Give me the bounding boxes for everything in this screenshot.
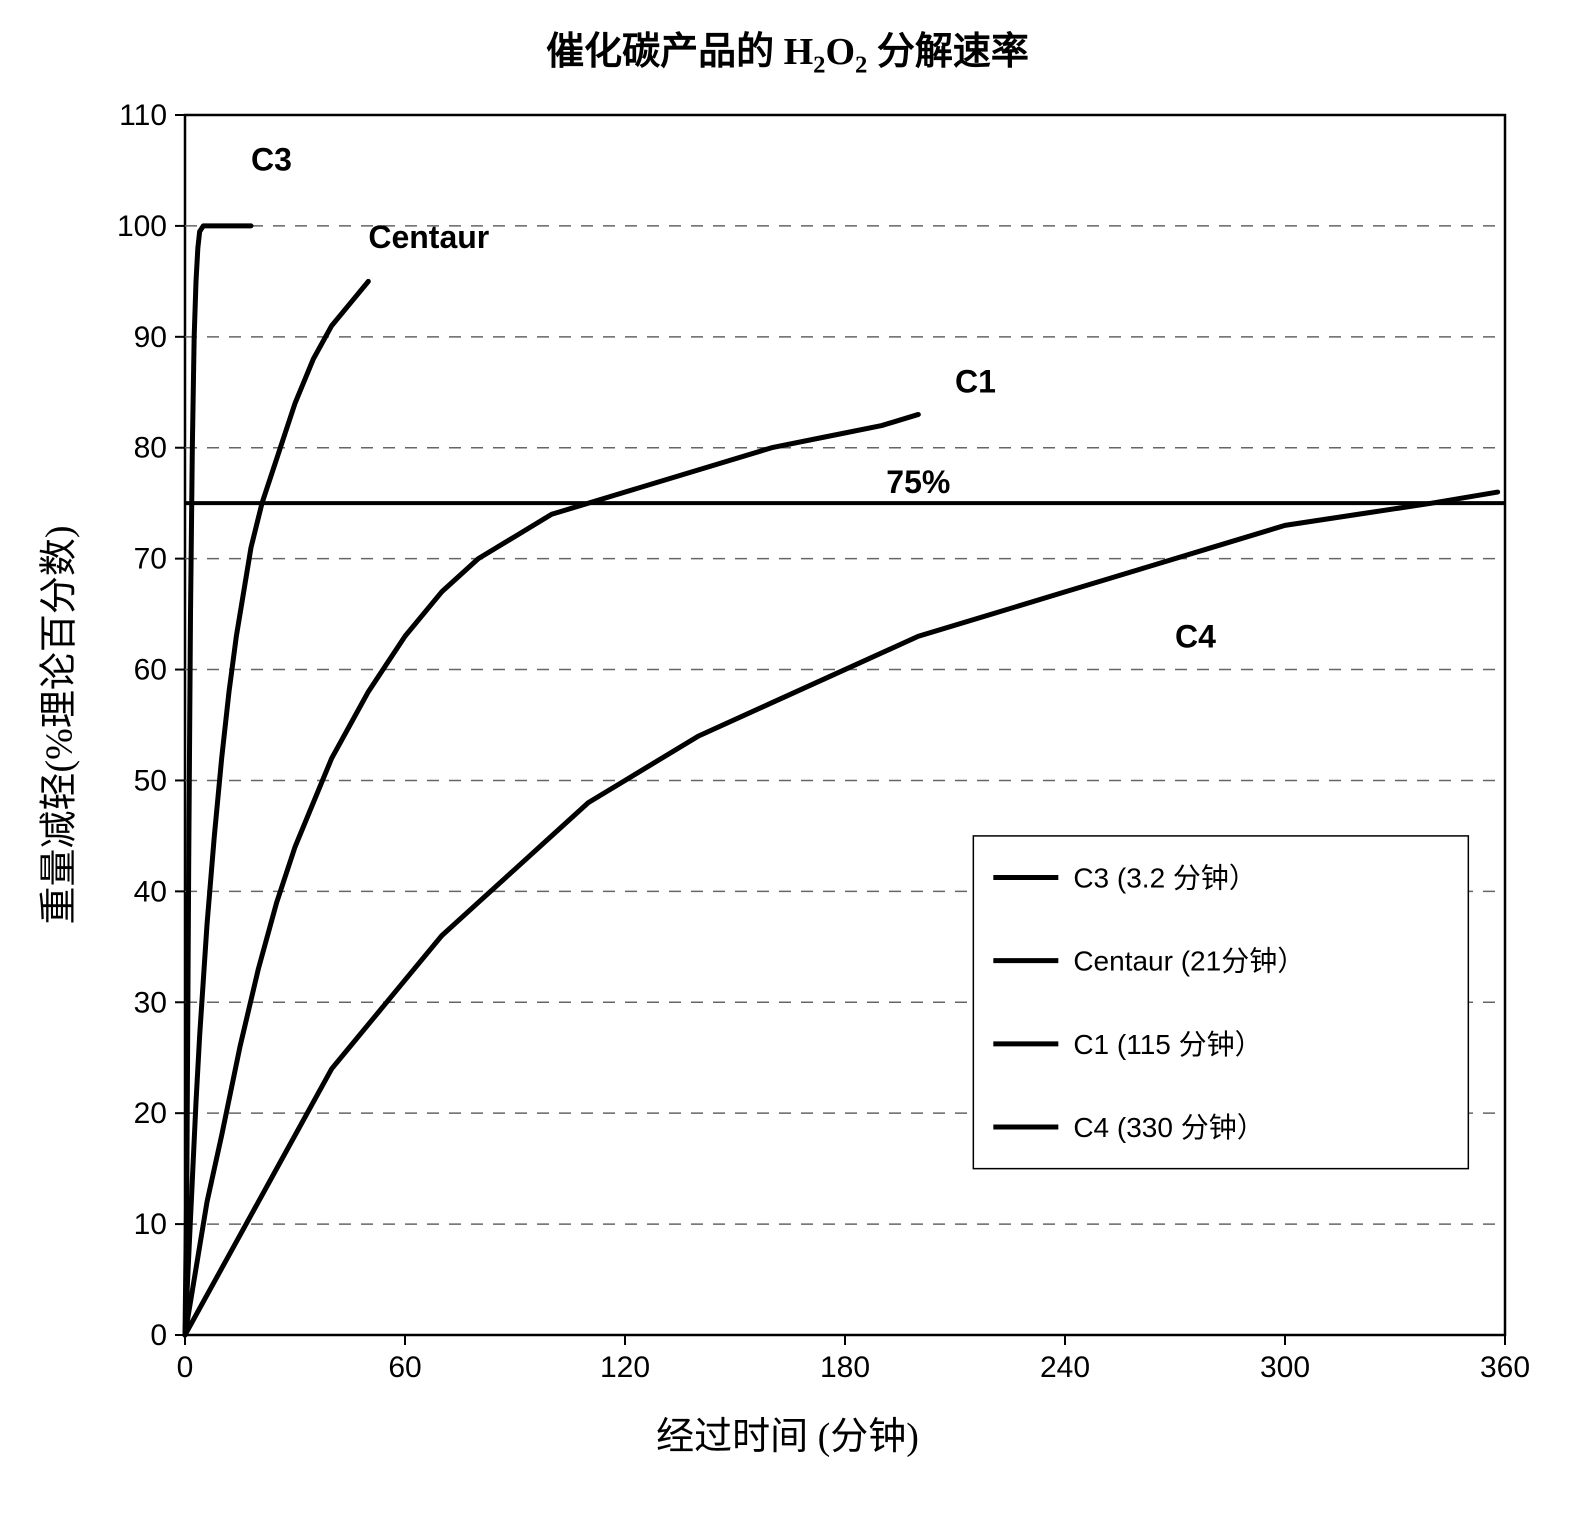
svg-text:C1: C1	[955, 363, 996, 399]
svg-text:C3: C3	[251, 141, 292, 177]
svg-text:Centaur: Centaur	[368, 219, 489, 255]
svg-text:Centaur (21分钟）: Centaur (21分钟）	[1073, 946, 1305, 977]
svg-text:0: 0	[177, 1351, 194, 1384]
svg-text:60: 60	[388, 1351, 421, 1384]
svg-text:0: 0	[150, 1319, 167, 1352]
svg-text:240: 240	[1040, 1351, 1090, 1384]
svg-text:C4 (330 分钟）: C4 (330 分钟）	[1073, 1112, 1264, 1143]
svg-text:60: 60	[134, 654, 167, 687]
svg-text:20: 20	[134, 1097, 167, 1130]
svg-text:10: 10	[134, 1208, 167, 1241]
svg-text:360: 360	[1480, 1351, 1530, 1384]
svg-text:100: 100	[117, 210, 167, 243]
svg-text:180: 180	[820, 1351, 870, 1384]
svg-text:110: 110	[119, 99, 167, 132]
svg-text:75%: 75%	[886, 464, 950, 500]
chart-container: 催化碳产品的 H2O2 分解速率 重量减轻(%理论百分数) 经过时间 (分钟) …	[0, 0, 1575, 1520]
svg-text:C4: C4	[1175, 618, 1216, 654]
svg-text:50: 50	[134, 764, 167, 797]
svg-text:80: 80	[134, 432, 167, 465]
svg-text:300: 300	[1260, 1351, 1310, 1384]
chart-plot: 0 10 20 30 40 50 60 70 80 90 100 110 0 60 120 180 240 300…	[0, 0, 1575, 1520]
svg-text:30: 30	[134, 986, 167, 1019]
svg-text:120: 120	[600, 1351, 650, 1384]
svg-text:70: 70	[134, 543, 167, 576]
svg-text:90: 90	[134, 321, 167, 354]
svg-text:C1 (115 分钟）: C1 (115 分钟）	[1073, 1029, 1262, 1060]
svg-text:40: 40	[134, 875, 167, 908]
svg-text:C3 (3.2 分钟）: C3 (3.2 分钟）	[1073, 863, 1257, 894]
